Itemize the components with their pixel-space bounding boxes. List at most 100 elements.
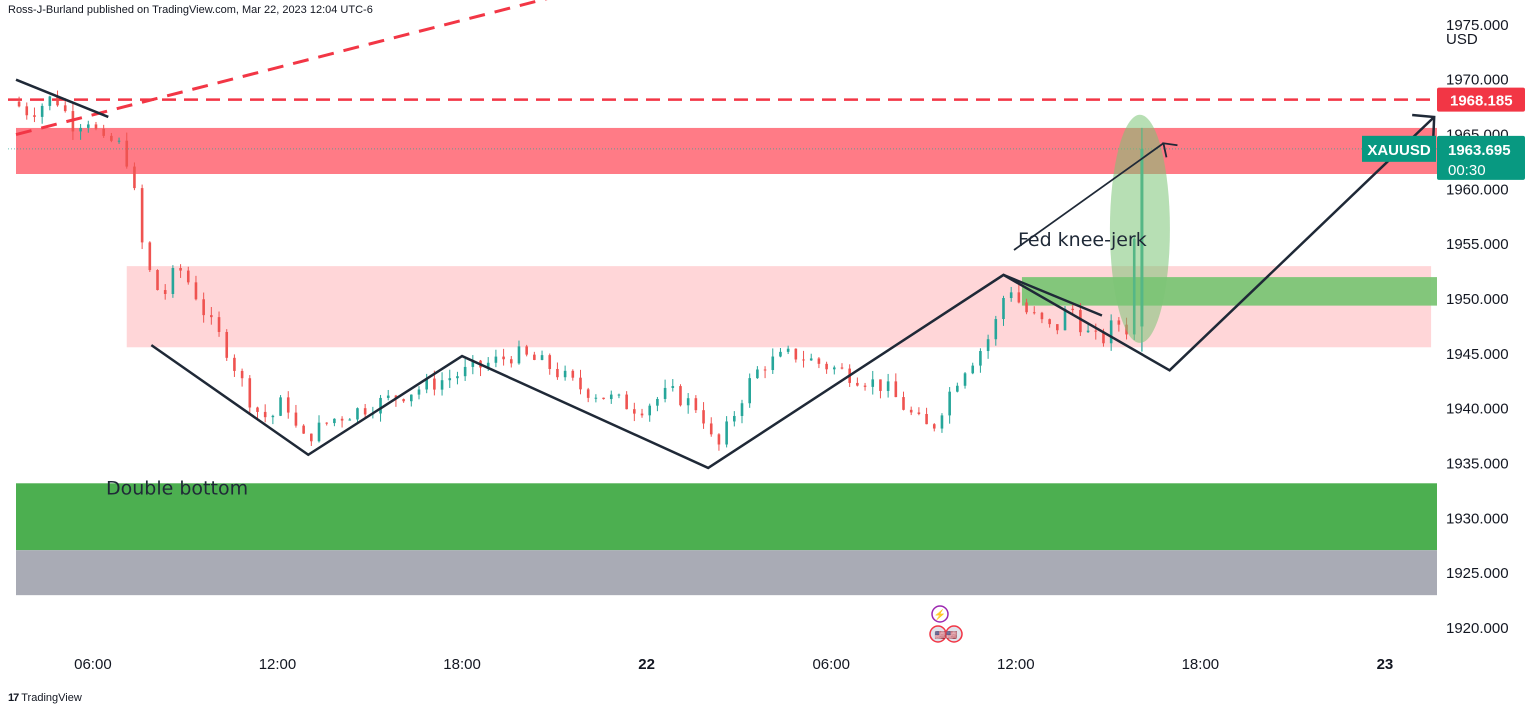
candle <box>509 359 513 364</box>
last-price-badge <box>1437 135 1525 180</box>
candle <box>348 419 352 421</box>
zone-resistance <box>16 127 1437 174</box>
candle <box>1109 320 1113 344</box>
candle <box>340 418 344 421</box>
symbol-badge <box>1362 135 1436 162</box>
candle <box>33 115 36 117</box>
y-tick-label: 1960.000 <box>1446 181 1509 198</box>
candle <box>525 346 528 355</box>
candle <box>263 411 267 418</box>
candle <box>840 367 844 369</box>
x-tick-label: 12:00 <box>259 656 297 673</box>
brand-name: TradingView <box>21 692 82 704</box>
pullback-line <box>1003 273 1103 317</box>
candle <box>1102 331 1105 344</box>
candle <box>240 370 244 379</box>
tradingview-logo[interactable]: 17 TradingView <box>8 692 82 704</box>
y-tick-label: 1950.000 <box>1446 291 1509 308</box>
candle <box>932 424 936 429</box>
symbol-text: XAUUSD <box>1367 142 1431 159</box>
candle <box>63 105 67 112</box>
candle <box>133 166 136 189</box>
trend-dashed-line <box>15 0 548 136</box>
y-tick-label: 1955.000 <box>1446 236 1509 253</box>
candle <box>502 356 505 360</box>
target-arrowhead <box>1412 113 1436 142</box>
fed-knee-jerk-label: Fed knee-jerk <box>1018 229 1147 251</box>
candle <box>202 299 205 316</box>
candle <box>1071 308 1075 311</box>
candle <box>979 351 982 366</box>
candle <box>694 398 698 411</box>
candle <box>740 403 744 416</box>
candle <box>625 394 628 410</box>
x-tick-label: 18:00 <box>443 656 481 673</box>
candle <box>379 397 382 414</box>
candle <box>40 105 44 117</box>
candle <box>310 433 313 442</box>
candle <box>463 366 467 377</box>
candle <box>702 410 705 424</box>
candle <box>386 395 390 398</box>
candle <box>879 379 882 391</box>
candle <box>971 365 975 374</box>
candle <box>417 389 421 395</box>
candle <box>48 96 52 106</box>
candle <box>217 317 221 332</box>
candle <box>825 363 828 370</box>
candle <box>471 360 475 367</box>
candle <box>486 362 490 368</box>
zone-grey <box>16 550 1437 596</box>
candle <box>210 315 213 318</box>
y-tick-label: 1935.000 <box>1446 456 1509 473</box>
candle <box>163 290 167 294</box>
candle <box>533 354 536 360</box>
last-price-text: 1963.695 <box>1448 142 1511 159</box>
candle <box>817 358 821 364</box>
flags-glyph: 🇺🇸🇺🇸 <box>935 630 957 640</box>
candle <box>886 381 890 391</box>
zone-support-green <box>16 483 1437 551</box>
event-lightning-icon <box>931 605 949 623</box>
x-tick-label: 18:00 <box>1182 656 1220 673</box>
candle <box>763 369 767 371</box>
candle <box>733 415 736 422</box>
candle <box>17 101 21 107</box>
candle <box>25 106 29 116</box>
candle <box>663 387 667 399</box>
fed-pointer-arrowhead <box>1162 142 1178 158</box>
candle <box>779 351 782 357</box>
double-bottom-pattern-line <box>150 116 1436 470</box>
candle <box>440 380 444 390</box>
candle <box>356 408 359 420</box>
candle <box>994 319 998 340</box>
candle <box>717 434 721 445</box>
candle <box>563 370 567 378</box>
candle <box>148 242 152 271</box>
candle <box>617 394 621 396</box>
candle <box>425 378 428 390</box>
pattern-lines-layer <box>15 0 1436 470</box>
candle <box>110 135 113 141</box>
candle <box>756 369 759 379</box>
candle <box>117 140 121 142</box>
candle <box>925 413 928 425</box>
candle <box>963 373 967 386</box>
candle <box>494 356 498 363</box>
candle <box>940 415 944 429</box>
candle <box>871 379 875 387</box>
candle <box>725 421 728 445</box>
candle <box>579 377 582 390</box>
candle <box>809 358 813 361</box>
price-axis: USD1975.0001970.0001965.0001960.0001955.… <box>1362 17 1525 637</box>
candle <box>656 398 659 406</box>
candle <box>286 397 290 413</box>
candle <box>1009 292 1013 299</box>
x-tick-label: 06:00 <box>74 656 112 673</box>
candle <box>56 96 59 106</box>
candle <box>79 127 82 132</box>
candle <box>586 389 590 398</box>
lightning-glyph: ⚡ <box>934 608 946 621</box>
y-tick-label: 1945.000 <box>1446 346 1509 363</box>
